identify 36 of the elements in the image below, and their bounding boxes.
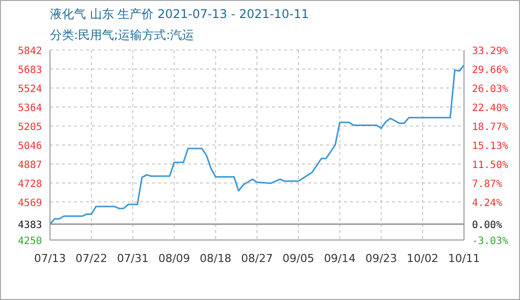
x-tick-label: 10/02 bbox=[406, 252, 438, 265]
y2-tick-label: 7.87% bbox=[472, 178, 502, 190]
x-tick-label: 08/09 bbox=[158, 252, 190, 265]
y2-tick-label: 22.40% bbox=[472, 102, 508, 114]
y-tick-label: 5842 bbox=[18, 46, 42, 57]
y-tick-label: 4887 bbox=[18, 160, 42, 171]
x-tick-label: 08/18 bbox=[200, 252, 232, 265]
x-tick-label: 09/14 bbox=[324, 252, 356, 265]
y-tick-label: 5205 bbox=[18, 122, 42, 134]
y2-tick-label: 0.00% bbox=[472, 220, 502, 232]
y-tick-label: 5046 bbox=[18, 141, 42, 152]
y-tick-label: 4569 bbox=[18, 198, 42, 209]
x-tick-label: 09/23 bbox=[365, 252, 398, 265]
y-tick-label: 4383 bbox=[18, 220, 42, 232]
y2-tick-label: 4.24% bbox=[472, 198, 502, 209]
y-tick-label: 4728 bbox=[18, 178, 42, 190]
y-tick-label: 5364 bbox=[18, 103, 42, 114]
y2-tick-label: 11.50% bbox=[472, 160, 508, 171]
x-tick-label: 09/05 bbox=[282, 252, 314, 265]
y2-tick-label: 18.77% bbox=[472, 122, 508, 133]
x-tick-label: 07/13 bbox=[34, 252, 66, 265]
y-tick-label: 5524 bbox=[18, 84, 42, 95]
x-tick-label: 07/31 bbox=[116, 252, 149, 265]
chart-subtitle: 分类:民用气;运输方式:汽运 bbox=[50, 27, 194, 44]
y2-tick-label: 15.13% bbox=[472, 141, 508, 152]
chart-title: 液化气 山东 生产价 2021-07-13 - 2021-10-11 bbox=[50, 6, 309, 23]
x-tick-label: 08/27 bbox=[241, 252, 273, 265]
y2-tick-label: 26.03% bbox=[472, 84, 508, 95]
y2-tick-label: -3.03% bbox=[472, 236, 508, 247]
x-tick-label: 07/22 bbox=[76, 252, 108, 265]
y2-tick-label: 29.66% bbox=[472, 64, 508, 76]
x-tick-label: 10/11 bbox=[448, 252, 480, 265]
line-series bbox=[50, 64, 464, 225]
y-tick-label: 4250 bbox=[18, 236, 42, 247]
y2-tick-label: 33.29% bbox=[472, 46, 508, 57]
y-tick-label: 5683 bbox=[18, 64, 42, 76]
